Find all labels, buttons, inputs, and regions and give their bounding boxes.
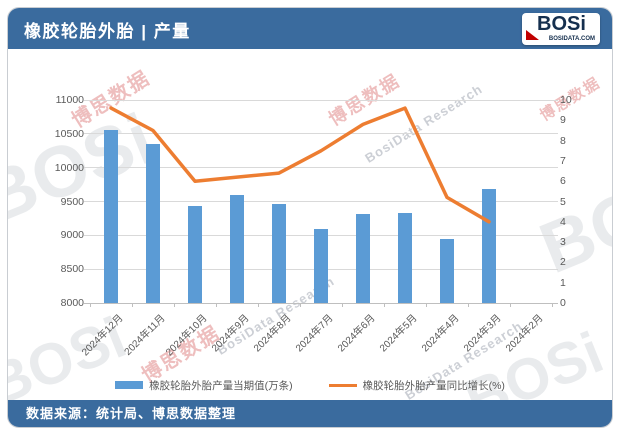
gridline: [84, 201, 558, 202]
x-axis-tick: [384, 303, 385, 307]
growth-line: [109, 106, 491, 224]
gridline: [84, 99, 558, 101]
y-axis-label-right: 7: [560, 154, 566, 167]
x-axis-tick: [426, 303, 427, 307]
x-axis-tick: [132, 303, 133, 307]
bar-2024年8月: [272, 203, 286, 303]
y-axis-label-right: 4: [560, 215, 566, 228]
data-source-text: 数据来源：统计局、博思数据整理: [26, 406, 237, 421]
page-title: 橡胶轮胎外胎 | 产量: [24, 22, 191, 41]
logo-text: BOSi: [537, 13, 586, 35]
bar-2024年12月: [104, 130, 118, 303]
y-axis-label-right: 10: [560, 94, 572, 106]
legend-item-line-series: 橡胶轮胎外胎产量同比增长(%): [328, 378, 505, 393]
bar-2024年11月: [146, 143, 160, 303]
bar-2024年4月: [440, 238, 454, 303]
x-axis-tick: [216, 303, 217, 307]
gridline: [84, 133, 558, 135]
bar-2024年10月: [188, 206, 202, 303]
x-axis-tick: [258, 303, 259, 307]
header-bar: 橡胶轮胎外胎 | 产量 BOSi BOSIDATA.COM: [8, 8, 612, 49]
bar-2024年6月: [356, 213, 370, 303]
gridline: [84, 302, 558, 304]
x-axis-tick: [90, 303, 91, 307]
y-axis-label-left: 10000: [54, 161, 84, 174]
footer-bar: 数据来源：统计局、博思数据整理: [8, 400, 612, 427]
y-axis-label-left: 11000: [55, 94, 84, 106]
growth-line-layer: [109, 106, 491, 224]
y-axis-label-right: 8: [560, 134, 566, 147]
x-axis-tick: [510, 303, 511, 307]
gridline: [84, 167, 558, 169]
plot-area: [84, 99, 558, 307]
legend-item-bar-series: 橡胶轮胎外胎产量当期值(万条): [115, 378, 293, 393]
y-axis-label-right: 0: [560, 297, 566, 309]
y-axis-label-left: 10500: [54, 127, 84, 140]
y-axis-label-right: 1: [560, 276, 566, 289]
x-axis-tick: [300, 303, 301, 307]
x-axis-tick: [342, 303, 343, 307]
bar-2024年7月: [314, 228, 328, 303]
line-series-swatch: [328, 383, 357, 387]
y-axis-label-right: 3: [560, 236, 566, 249]
bar-2024年5月: [398, 213, 412, 303]
x-axis-tick: [468, 303, 469, 307]
bar-series-swatch: [115, 381, 144, 389]
x-axis-tick: [174, 303, 175, 307]
chart-legend: 橡胶轮胎外胎产量当期值(万条) 橡胶轮胎外胎产量同比增长(%): [8, 376, 612, 394]
logo-flag-icon: [526, 30, 539, 40]
report-card: BOSi BOSi BOSi BOSi 博思数据 博思数据 博思数据 博思数据 …: [7, 7, 613, 428]
y-axis-label-right: 6: [560, 175, 566, 188]
y-axis-label-right: 2: [560, 256, 566, 269]
bar-2024年9月: [230, 194, 244, 303]
combo-chart: 8000 8500 9000 9500 10000 10500 11000 0 1 2 3 4 5 6 7 8…: [8, 49, 612, 379]
y-axis-label-left: 9500: [60, 195, 84, 208]
logo-subtext: BOSIDATA.COM: [548, 36, 595, 42]
bar-2024年3月: [482, 188, 496, 303]
bosi-logo: BOSi BOSIDATA.COM: [522, 13, 600, 45]
legend-label: 橡胶轮胎外胎产量当期值(万条): [149, 379, 293, 392]
y-axis-label-left: 8000: [60, 297, 84, 309]
y-axis-label-left: 9000: [60, 229, 84, 242]
legend-label: 橡胶轮胎外胎产量同比增长(%): [362, 379, 505, 392]
y-axis-label-right: 9: [560, 114, 566, 127]
x-axis-tick: [552, 303, 553, 307]
y-axis-label-left: 8500: [60, 263, 84, 276]
y-axis-label-right: 5: [560, 195, 566, 208]
